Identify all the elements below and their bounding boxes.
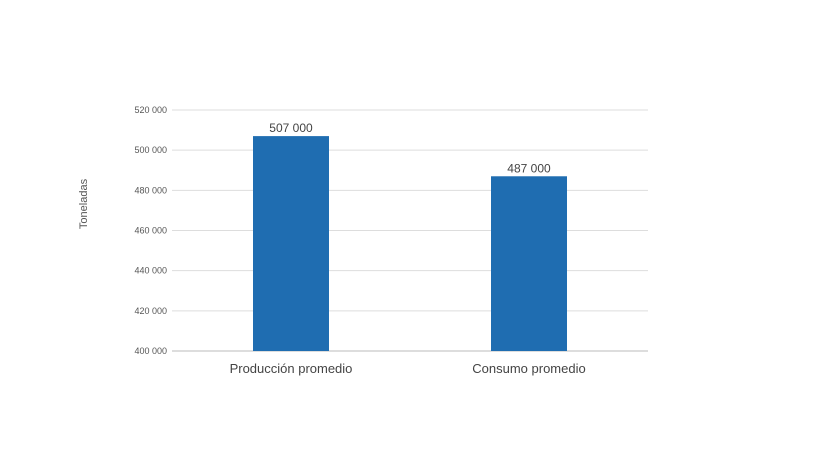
y-tick-label: 500 000 <box>134 145 167 155</box>
bar <box>253 136 329 351</box>
y-tick-label: 420 000 <box>134 306 167 316</box>
x-category-label: Producción promedio <box>230 361 353 376</box>
y-tick-label: 440 000 <box>134 266 167 276</box>
y-axis-ticks: 400 000 420 000 440 000 460 000 480 000 500 0… <box>134 105 167 356</box>
y-tick-label: 480 000 <box>134 185 167 195</box>
x-axis-categories: Producción promedio Consumo promedio <box>230 361 586 376</box>
x-category-label: Consumo promedio <box>472 361 585 376</box>
y-tick-label: 400 000 <box>134 346 167 356</box>
bars <box>253 136 567 351</box>
gridlines <box>172 109 648 352</box>
bar <box>491 176 567 351</box>
y-tick-label: 460 000 <box>134 226 167 236</box>
y-axis-title: Toneladas <box>78 178 90 229</box>
y-tick-label: 520 000 <box>134 105 167 115</box>
data-label: 507 000 <box>269 121 313 135</box>
data-label: 487 000 <box>507 161 551 175</box>
data-labels: 507 000 487 000 <box>269 121 551 175</box>
